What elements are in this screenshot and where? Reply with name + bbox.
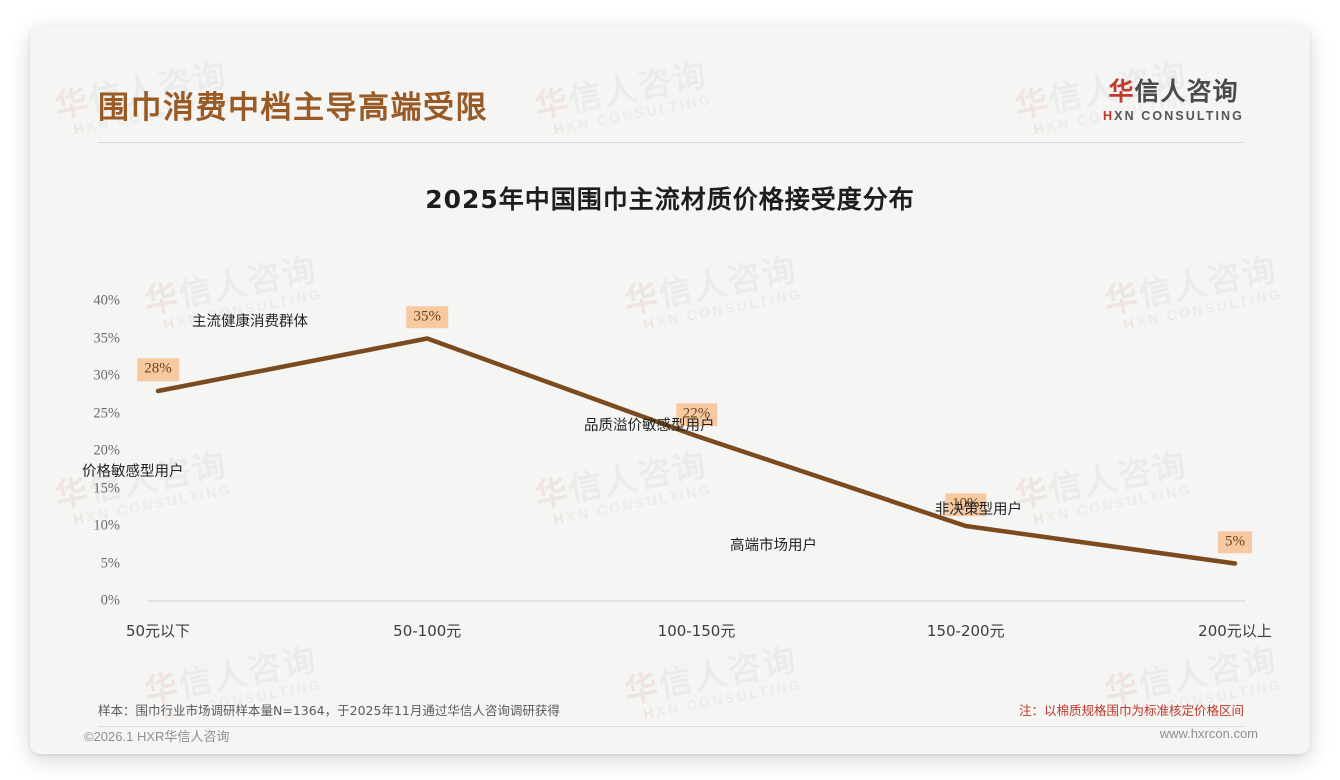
chart-area: 2025年中国围巾主流材质价格接受度分布 0% 5% 10% 15% 20% 25% 30%… [30, 148, 1310, 658]
logo-en-red: H [1103, 108, 1115, 123]
y-axis-tick-label: 20% [93, 442, 120, 459]
logo-cn-red: 华 [1108, 77, 1135, 106]
y-axis-tick-label: 35% [93, 330, 120, 346]
logo-cn-rest: 信人咨询 [1134, 77, 1239, 106]
line-chart-plot: 0% 5% 10% 15% 20% 25% 30% 35% 40% 50元以下 50-100元 10… [30, 148, 1310, 658]
x-axis-tick-label: 200元以上 [1198, 622, 1272, 640]
header-divider [98, 142, 1244, 143]
y-axis-tick-label: 10% [93, 517, 120, 534]
slide-canvas: 华信人咨询 HXN CONSULTING 华信人咨询 HXN CONSULTING 华信… [30, 26, 1310, 754]
chart-svg [148, 336, 1245, 602]
x-axis-tick-label: 100-150元 [657, 622, 736, 640]
copyright-text: ©2026.1 HXR华信人咨询 [84, 729, 230, 744]
chart-annotation: 价格敏感型用户 [82, 464, 184, 480]
y-axis-tick-label: 5% [100, 555, 120, 571]
y-axis-tick-label: 25% [93, 405, 120, 421]
data-point-label: 28% [137, 358, 179, 381]
chart-annotation: 品质溢价敏感型用户 [584, 418, 715, 434]
data-point-label: 10% [945, 493, 987, 516]
y-axis-tick-label: 15% [93, 480, 120, 496]
data-line [155, 336, 1238, 566]
x-axis-tick-label: 150-200元 [926, 622, 1005, 640]
logo-chinese-text: 华信人咨询 [1103, 78, 1244, 106]
x-axis-tick-label: 50元以下 [125, 622, 191, 640]
chart-title: 2025年中国围巾主流材质价格接受度分布 [425, 185, 915, 214]
footer-bar: ©2026.1 HXR华信人咨询 www.hxrcon.com [30, 718, 1310, 754]
sample-note: 样本：围巾行业市场调研样本量N=1364，于2025年11月通过华信人咨询调研获… [98, 703, 560, 718]
data-point-label: 5% [1218, 530, 1252, 554]
logo-en-rest: XN CONSULTING [1114, 108, 1244, 123]
footer-divider [98, 726, 1244, 727]
chart-annotation: 非决策型用户 [935, 502, 1022, 518]
y-axis-tick-label: 30% [93, 367, 120, 384]
chart-annotation: 高端市场用户 [730, 538, 817, 554]
page-title: 围巾消费中档主导高端受限 [98, 90, 488, 126]
data-point-label: 22% [675, 403, 718, 426]
footer-notes: 样本：围巾行业市场调研样本量N=1364，于2025年11月通过华信人咨询调研获… [30, 678, 1310, 727]
y-axis-tick-label: 40% [93, 292, 120, 309]
methodology-note: 注：以棉质规格围巾为标准核定价格区间 [1018, 703, 1244, 718]
chart-annotation: 主流健康消费群体 [192, 314, 308, 330]
x-axis-tick-label: 50-100元 [393, 622, 462, 640]
slide-header: 围巾消费中档主导高端受限 华信人咨询 HXN CONSULTING [30, 26, 1310, 148]
company-logo: 华信人咨询 HXN CONSULTING [1103, 78, 1244, 123]
logo-english-text: HXN CONSULTING [1103, 109, 1244, 123]
y-axis-tick-label: 0% [100, 592, 120, 609]
data-point-label: 35% [406, 305, 448, 329]
website-text: www.hxrcon.com [1159, 726, 1258, 741]
